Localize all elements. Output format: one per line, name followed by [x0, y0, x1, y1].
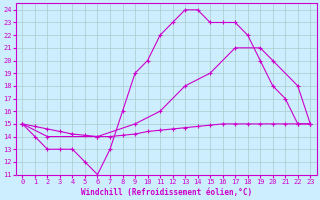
X-axis label: Windchill (Refroidissement éolien,°C): Windchill (Refroidissement éolien,°C)	[81, 188, 252, 197]
